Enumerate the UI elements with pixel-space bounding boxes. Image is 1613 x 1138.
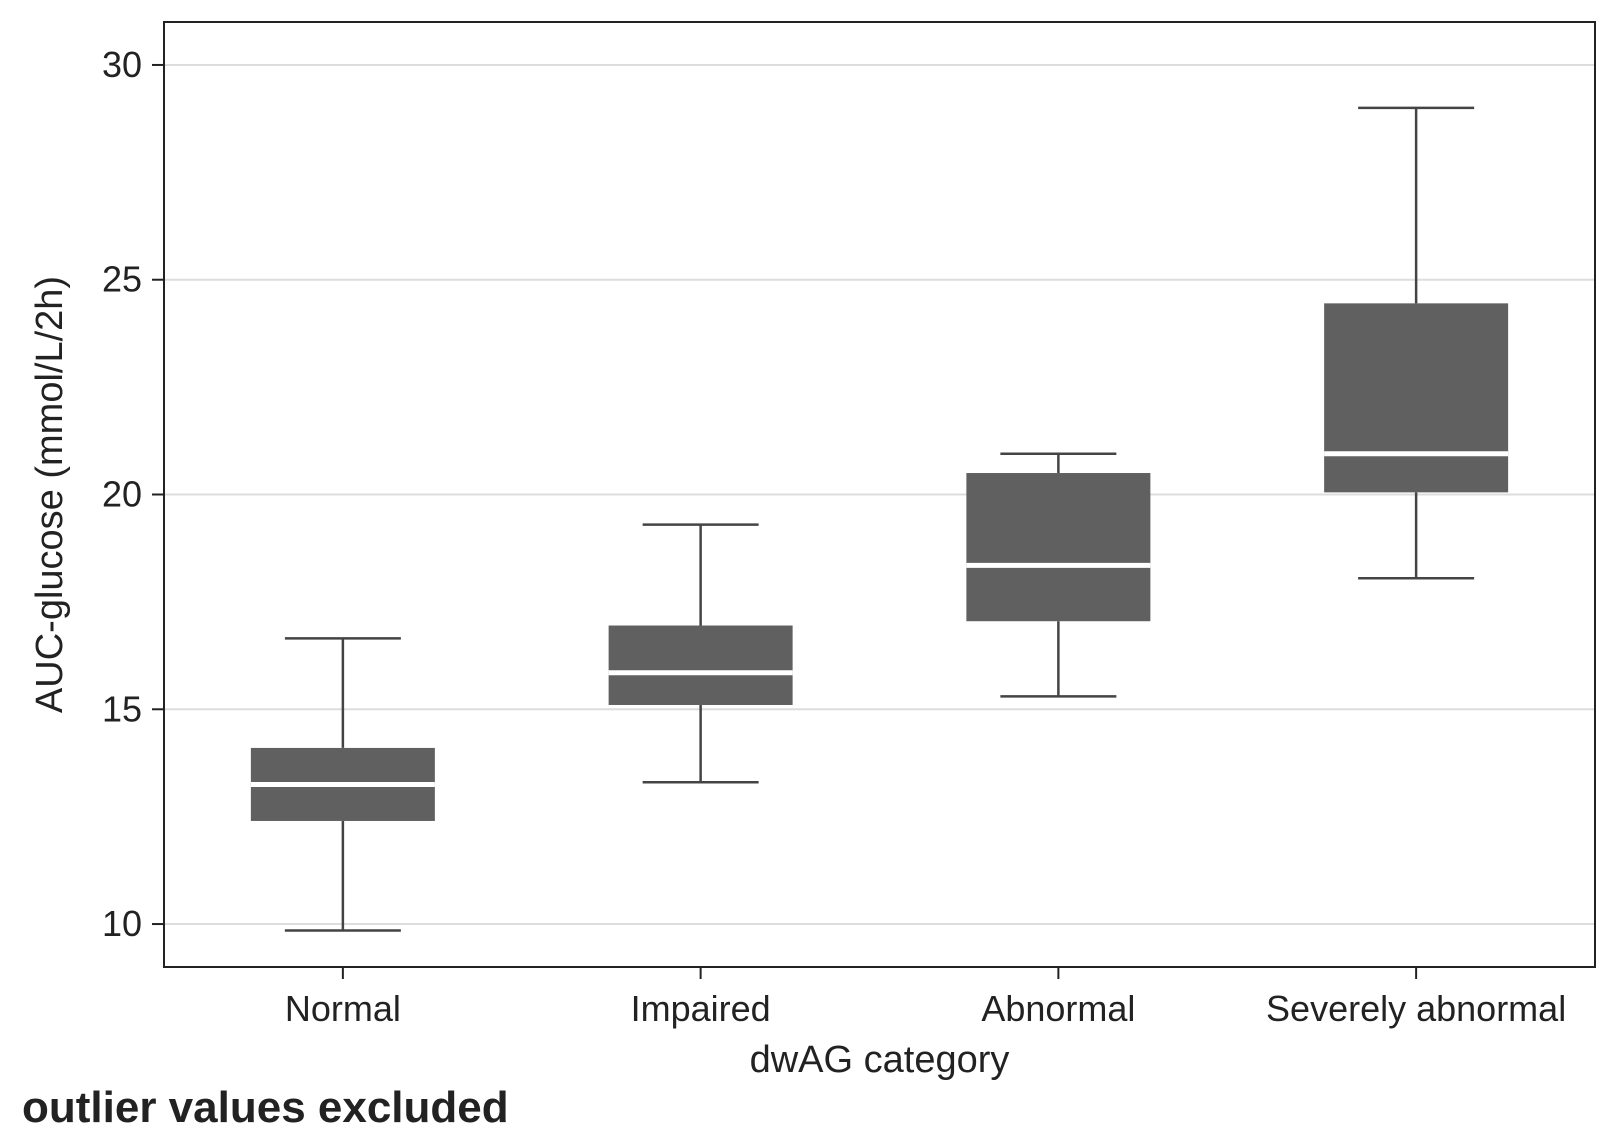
gridlines (164, 63, 1595, 926)
x-axis-title: dwAG category (750, 1039, 1010, 1081)
iqr-box (1324, 303, 1509, 493)
x-axis: Normal Impaired Abnormal Severely abnormal (285, 967, 1566, 1029)
x-tick-label: Severely abnormal (1266, 988, 1566, 1029)
footnote: outlier values excluded (22, 1083, 509, 1132)
x-tick-label: Impaired (631, 988, 771, 1029)
y-tick-label: 25 (102, 259, 142, 300)
iqr-box (608, 625, 793, 705)
x-tick-label: Normal (285, 988, 401, 1029)
y-axis: 10 15 20 25 30 (102, 44, 164, 944)
box-group (250, 637, 435, 932)
x-tick-label: Abnormal (981, 988, 1135, 1029)
box-group (608, 523, 793, 784)
y-tick-label: 20 (102, 474, 142, 515)
box-group (1324, 106, 1509, 580)
y-tick-label: 15 (102, 688, 142, 729)
y-tick-label: 30 (102, 44, 142, 85)
y-tick-label: 10 (102, 903, 142, 944)
iqr-box (966, 473, 1151, 622)
box-group (966, 452, 1151, 698)
boxes (250, 106, 1509, 932)
y-axis-title: AUC-glucose (mmol/L/2h) (29, 276, 71, 713)
